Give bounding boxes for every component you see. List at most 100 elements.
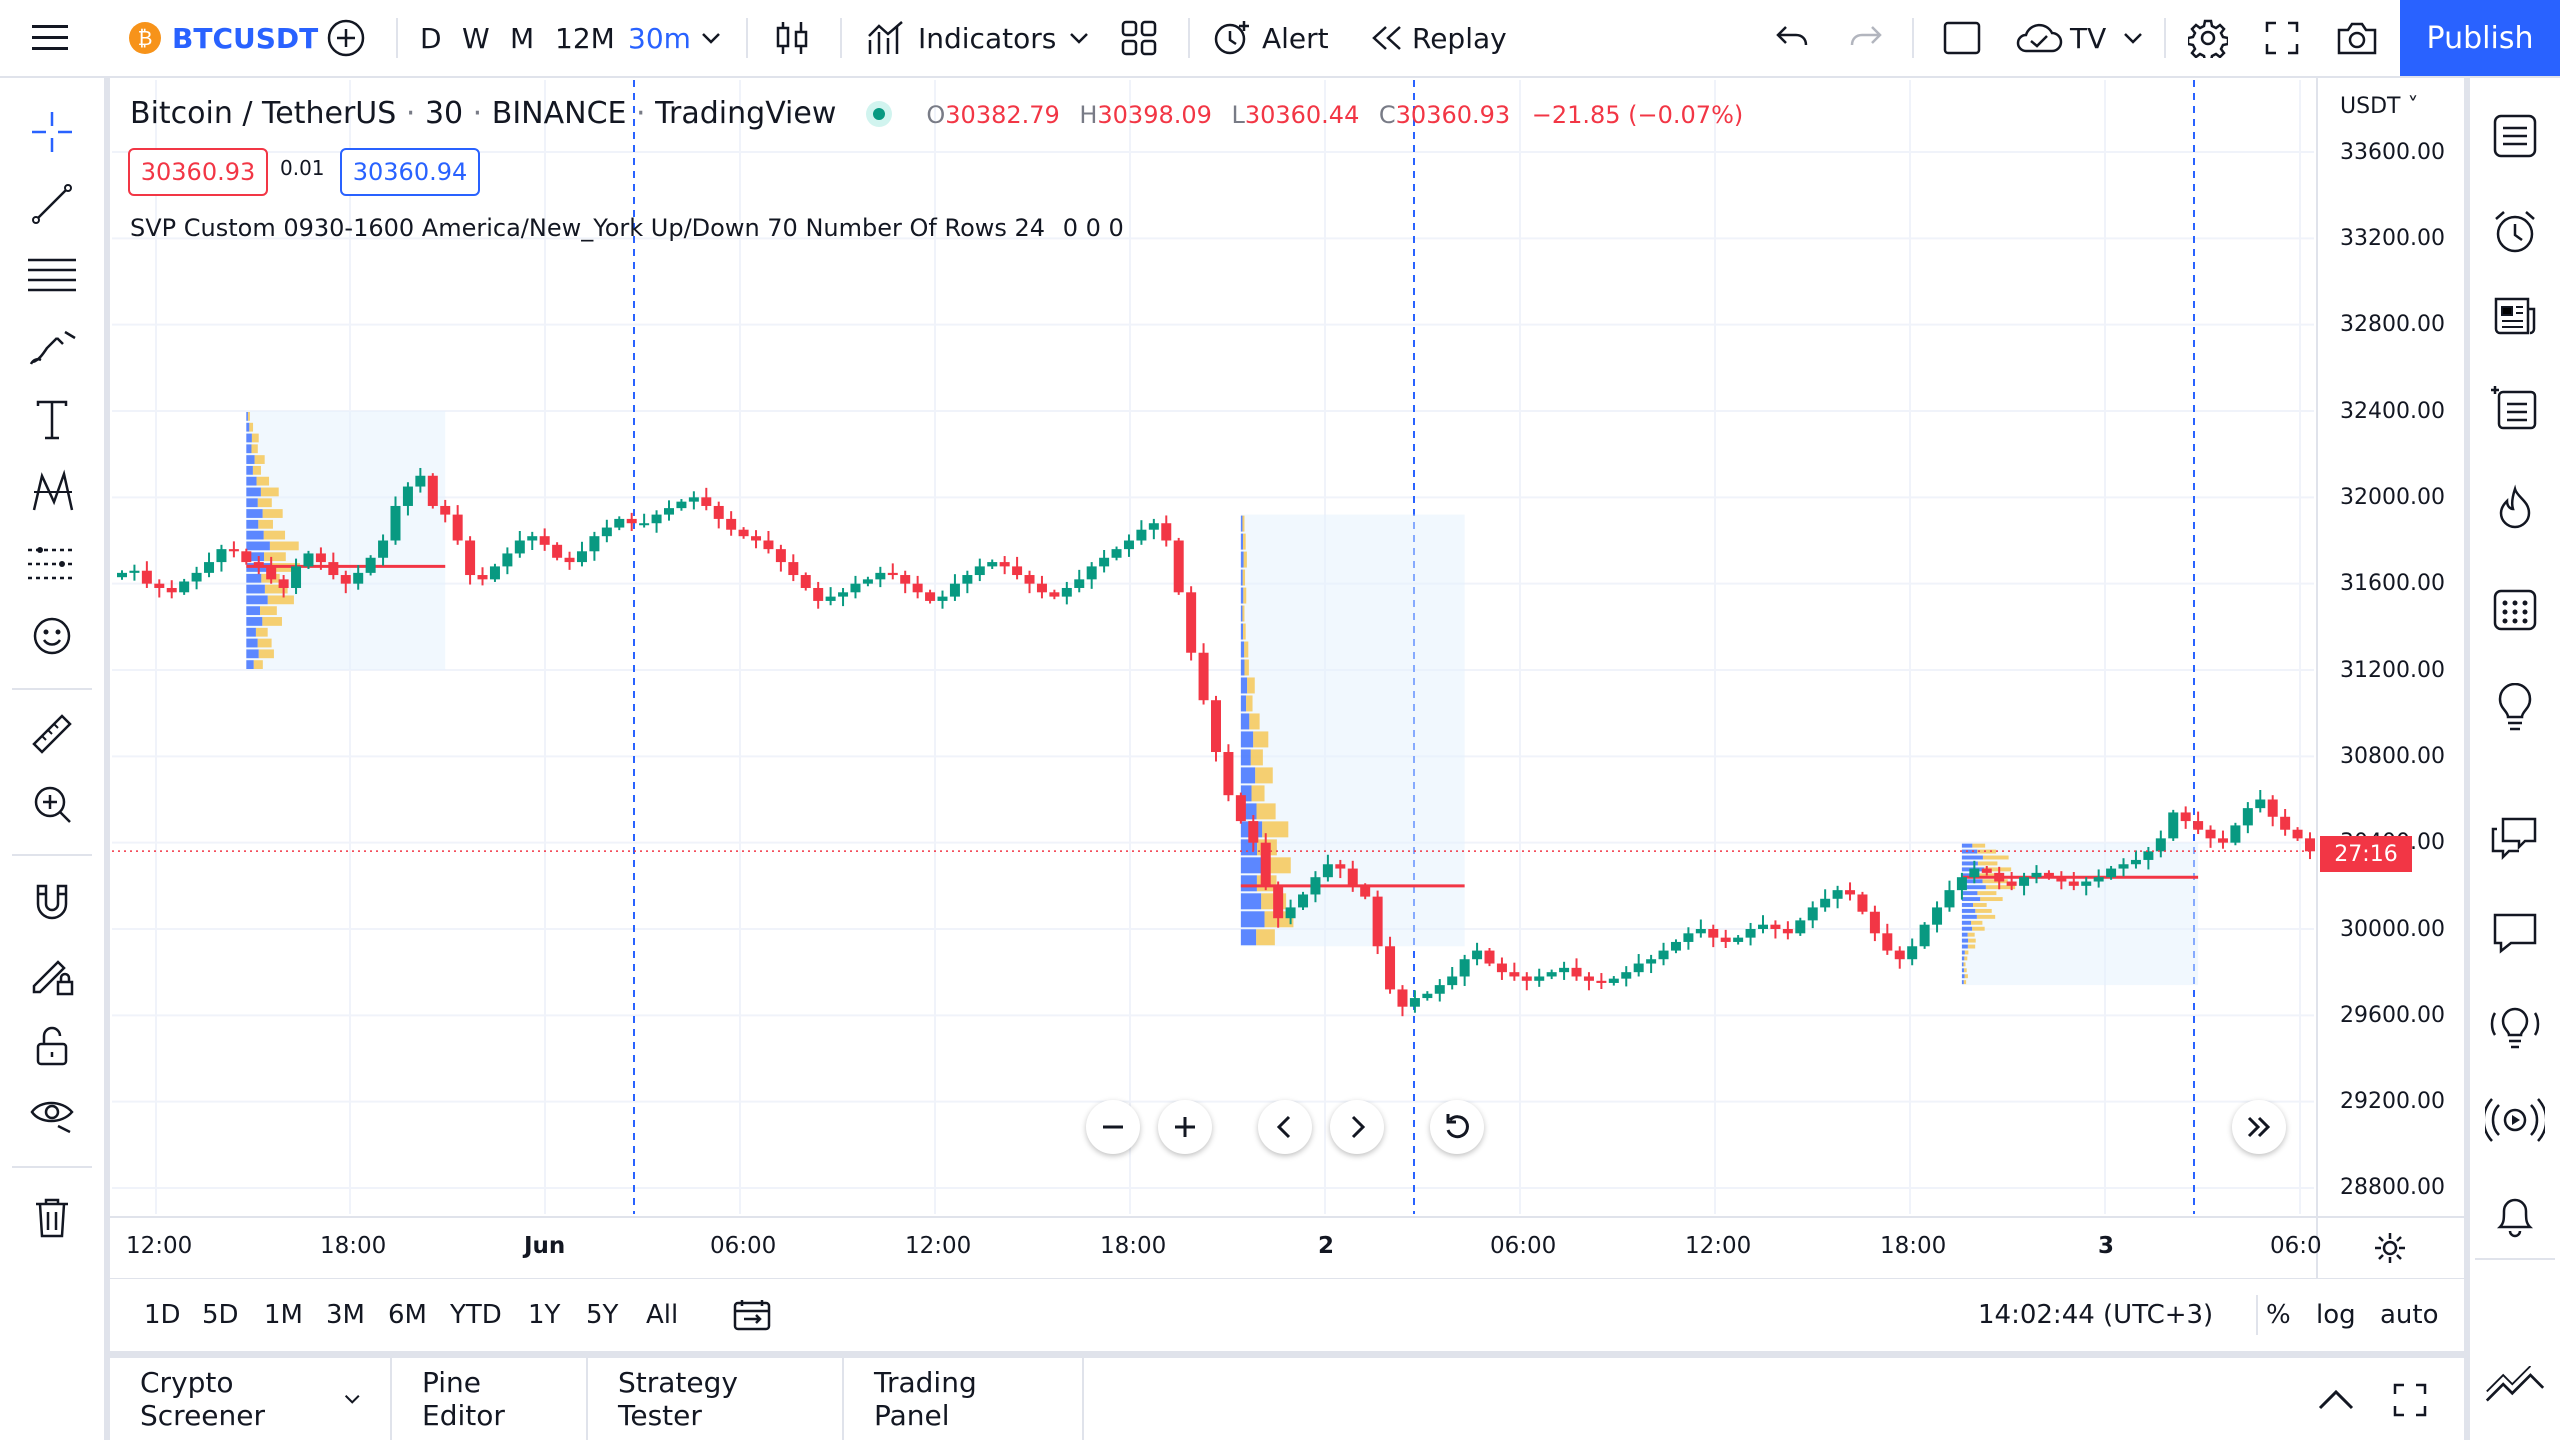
lock-drawings[interactable] xyxy=(22,1016,82,1076)
legend-symbol-title[interactable]: Bitcoin / TetherUS · 30 · BINANCE · Trad… xyxy=(130,96,837,131)
timezone-clock[interactable]: 14:02:44 (UTC+3) xyxy=(1978,1300,2214,1330)
chats-button[interactable] xyxy=(2485,806,2545,866)
svp-down-bar xyxy=(249,422,254,432)
tab-strategy-tester[interactable]: Strategy Tester xyxy=(588,1358,844,1440)
go-to-date-button[interactable] xyxy=(732,1279,772,1351)
interval-30m[interactable]: 30m xyxy=(628,21,691,55)
remove-drawings[interactable] xyxy=(22,1188,82,1248)
alert-button[interactable]: Alert xyxy=(1210,0,1329,76)
ideas-button[interactable] xyxy=(2485,678,2545,738)
svp-down-bar xyxy=(258,519,273,529)
magnet-tool[interactable] xyxy=(22,874,82,934)
zoom-in-button[interactable] xyxy=(1158,1100,1212,1154)
notifications-button[interactable] xyxy=(2485,1184,2545,1244)
range-1y[interactable]: 1Y xyxy=(528,1300,561,1330)
price-label: 30000.00 xyxy=(2340,917,2445,942)
tab-pine-editor[interactable]: Pine Editor xyxy=(392,1358,588,1440)
log-scale-toggle[interactable]: log xyxy=(2316,1300,2356,1330)
icon-tool[interactable] xyxy=(22,606,82,666)
hotlists-button[interactable] xyxy=(2485,478,2545,538)
layouts-button[interactable] xyxy=(1120,0,1158,76)
tab-trading-panel[interactable]: Trading Panel xyxy=(844,1358,1084,1440)
svp-down-bar xyxy=(1967,944,1976,949)
range-6m[interactable]: 6M xyxy=(388,1300,427,1330)
compare-symbol-button[interactable] xyxy=(326,0,366,76)
range-all[interactable]: All xyxy=(646,1300,679,1330)
interval-d[interactable]: D xyxy=(420,21,442,55)
measure-tool[interactable] xyxy=(22,704,82,764)
candle-body xyxy=(875,572,886,580)
scroll-left-button[interactable] xyxy=(1258,1100,1312,1154)
range-5d[interactable]: 5D xyxy=(202,1300,239,1330)
fib-retracement-tool[interactable] xyxy=(22,246,82,306)
chart-type-button[interactable] xyxy=(774,0,810,76)
tradingview-logo-button[interactable] xyxy=(2485,1356,2545,1416)
text-tool[interactable] xyxy=(22,390,82,450)
range-3m[interactable]: 3M xyxy=(326,1300,365,1330)
stream-icon xyxy=(2491,386,2537,430)
candle-body xyxy=(626,518,637,524)
help-button[interactable] xyxy=(2485,998,2545,1058)
redo-button[interactable] xyxy=(1848,0,1884,76)
candle-body xyxy=(1845,890,1856,895)
save-layout-dropdown[interactable] xyxy=(2122,0,2144,76)
currency-selector[interactable]: USDT ˅ xyxy=(2340,94,2419,119)
tab-crypto-screener[interactable]: Crypto Screener xyxy=(110,1358,392,1440)
settings-button[interactable] xyxy=(2188,0,2228,76)
scroll-to-realtime-button[interactable] xyxy=(2232,1100,2286,1154)
trend-line-tool[interactable] xyxy=(22,174,82,234)
symbol-search-button[interactable]: ₿ BTCUSDT xyxy=(128,0,318,76)
bitcoin-icon: ₿ xyxy=(129,22,161,54)
range-1d[interactable]: 1D xyxy=(144,1300,181,1330)
pattern-tool[interactable] xyxy=(22,462,82,522)
messages-button[interactable] xyxy=(2485,902,2545,962)
calendar-button[interactable] xyxy=(2485,578,2545,638)
publish-button[interactable]: Publish xyxy=(2400,0,2560,76)
scroll-right-button[interactable] xyxy=(1330,1100,1384,1154)
maximize-panel-button[interactable] xyxy=(2392,1382,2428,1422)
auto-scale-toggle[interactable]: auto xyxy=(2380,1300,2439,1330)
fullscreen-mode-button[interactable] xyxy=(1942,0,1982,76)
news-button[interactable] xyxy=(2485,286,2545,346)
sell-price-button[interactable]: 30360.93 xyxy=(128,148,268,196)
svp-down-bar xyxy=(1242,515,1245,532)
interval-m[interactable]: M xyxy=(510,21,535,55)
watchlist-button[interactable] xyxy=(2485,106,2545,166)
svp-indicator-legend[interactable]: SVP Custom 0930-1600 America/New_York Up… xyxy=(130,214,1124,242)
reset-chart-button[interactable] xyxy=(1430,1100,1484,1154)
range-ytd[interactable]: YTD xyxy=(450,1300,502,1330)
zoom-tool[interactable] xyxy=(22,774,82,834)
candle-body xyxy=(1571,967,1582,977)
replay-button[interactable]: Replay xyxy=(1370,0,1507,76)
indicators-button[interactable]: Indicators xyxy=(866,0,1056,76)
zoom-out-button[interactable] xyxy=(1086,1100,1140,1154)
candle-body xyxy=(1770,924,1781,929)
fullscreen-button[interactable] xyxy=(2264,0,2300,76)
menu-icon[interactable] xyxy=(30,0,70,76)
alerts-button[interactable] xyxy=(2485,202,2545,262)
prediction-tool[interactable] xyxy=(22,534,82,594)
stay-in-drawing-mode[interactable] xyxy=(22,944,82,1004)
candle-body xyxy=(1434,985,1445,994)
interval-12m[interactable]: 12M xyxy=(555,21,615,55)
brush-tool[interactable] xyxy=(22,318,82,378)
screenshot-button[interactable] xyxy=(2336,0,2378,76)
candle-body xyxy=(1198,652,1209,701)
range-5y[interactable]: 5Y xyxy=(586,1300,619,1330)
crosshair-tool[interactable] xyxy=(22,102,82,162)
axis-settings-button[interactable] xyxy=(2372,1230,2408,1270)
ideas-stream-button[interactable] xyxy=(2485,378,2545,438)
interval-w[interactable]: W xyxy=(462,21,490,55)
hide-drawings[interactable] xyxy=(22,1084,82,1144)
candle-body xyxy=(1820,898,1831,908)
interval-dropdown[interactable] xyxy=(700,0,722,76)
percent-scale-toggle[interactable]: % xyxy=(2266,1300,2291,1330)
save-layout-button[interactable]: TV xyxy=(2012,0,2106,76)
streams-button[interactable] xyxy=(2485,1090,2545,1150)
undo-button[interactable] xyxy=(1774,0,1810,76)
indicators-dropdown[interactable] xyxy=(1068,0,1090,76)
range-1m[interactable]: 1M xyxy=(264,1300,303,1330)
buy-price-button[interactable]: 30360.94 xyxy=(340,148,480,196)
collapse-panel-button[interactable] xyxy=(2316,1384,2356,1418)
